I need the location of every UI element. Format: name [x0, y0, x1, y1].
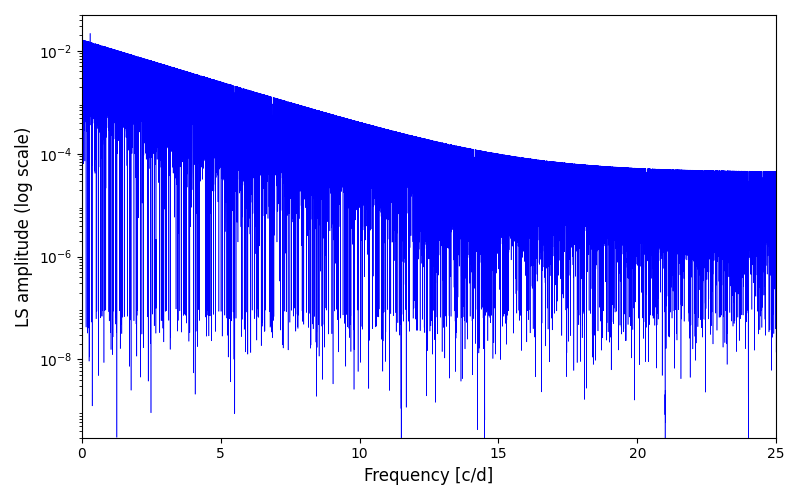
X-axis label: Frequency [c/d]: Frequency [c/d]: [364, 467, 494, 485]
Y-axis label: LS amplitude (log scale): LS amplitude (log scale): [15, 126, 33, 326]
